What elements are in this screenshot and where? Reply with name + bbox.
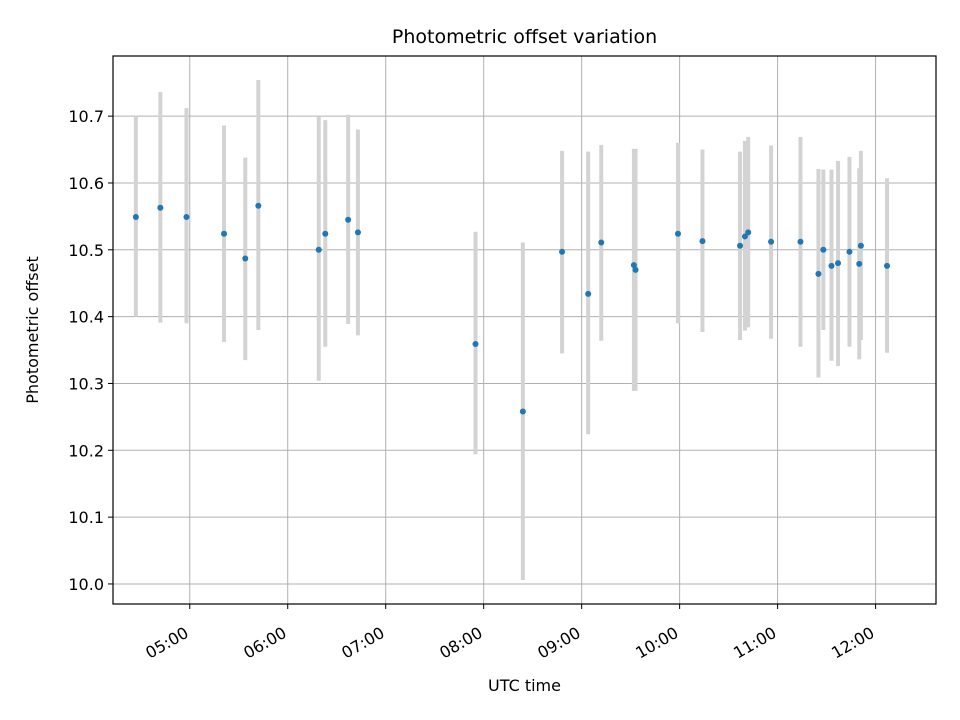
data-point	[815, 270, 822, 277]
data-point	[315, 246, 322, 253]
data-point	[559, 248, 566, 255]
data-point	[354, 229, 361, 236]
data-point	[255, 202, 262, 209]
data-point	[768, 238, 775, 245]
y-tick-label: 10.4	[68, 308, 104, 327]
data-point	[828, 262, 835, 269]
y-tick-label: 10.3	[68, 374, 104, 393]
y-tick-label: 10.1	[68, 508, 104, 527]
y-axis-ticks: 10.0 10.1 10.2 10.3 10.4 10.5 10.6 10.7	[68, 107, 113, 594]
data-point	[157, 204, 164, 211]
data-point	[699, 238, 706, 245]
data-point	[884, 262, 891, 269]
data-point	[632, 266, 639, 273]
data-point	[221, 230, 228, 237]
data-point	[856, 260, 863, 267]
y-tick-label: 10.2	[68, 441, 104, 460]
data-point	[183, 214, 190, 221]
data-point	[846, 248, 853, 255]
data-point	[345, 216, 352, 223]
y-axis-label: Photometric offset	[23, 256, 42, 404]
data-point	[745, 229, 752, 236]
data-point	[132, 214, 139, 221]
chart-title: Photometric offset variation	[392, 26, 657, 48]
y-tick-label: 10.6	[68, 174, 104, 193]
data-point	[585, 290, 592, 297]
data-points	[132, 202, 891, 415]
data-point	[322, 230, 329, 237]
y-tick-label: 10.5	[68, 241, 104, 260]
y-tick-label: 10.7	[68, 107, 104, 126]
data-point	[737, 242, 744, 249]
data-point	[797, 238, 804, 245]
x-axis-label: UTC time	[488, 676, 561, 695]
plot-frame	[112, 55, 937, 605]
data-point	[835, 260, 842, 267]
data-point	[519, 408, 526, 415]
data-point	[741, 233, 748, 240]
data-point	[857, 242, 864, 249]
data-point	[472, 341, 479, 348]
data-point	[242, 255, 249, 262]
data-point	[820, 246, 827, 253]
data-point	[630, 262, 637, 269]
data-point	[598, 239, 605, 246]
data-point	[674, 230, 681, 237]
y-tick-label: 10.0	[68, 575, 104, 594]
